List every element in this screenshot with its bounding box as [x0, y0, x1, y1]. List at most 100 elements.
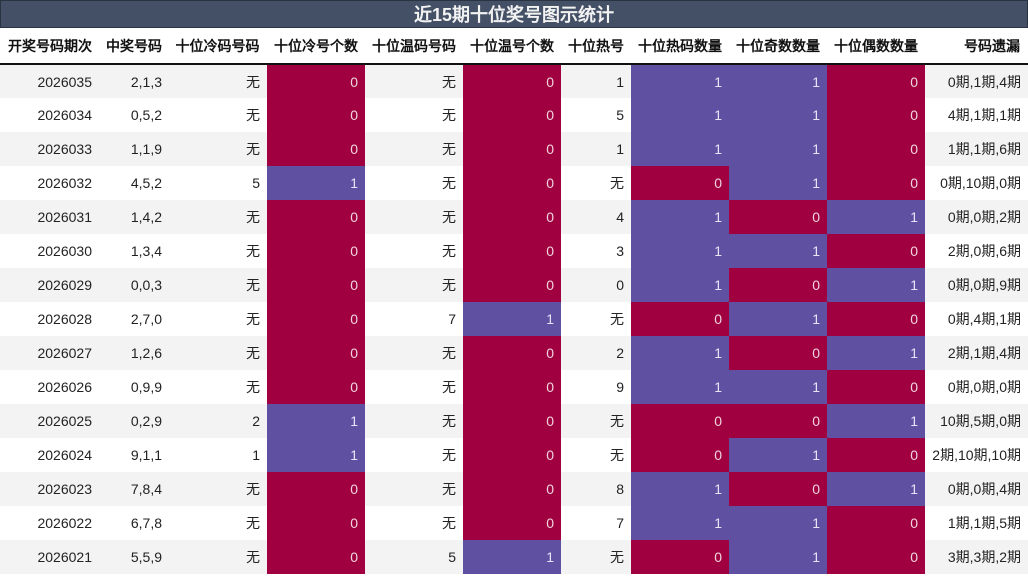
warm-number-cell: 无	[365, 268, 463, 302]
warm-number-cell: 无	[365, 370, 463, 404]
odd-count-cell: 1	[729, 234, 827, 268]
winning-number-cell: 9,1,1	[100, 438, 168, 472]
even-count-cell: 0	[827, 64, 925, 98]
col-header-cold-number: 十位冷码号码	[168, 28, 267, 65]
cold-number-cell: 1	[168, 438, 267, 472]
warm-count-cell: 1	[463, 302, 561, 336]
period-cell: 2026028	[0, 302, 100, 336]
col-header-hot-number: 十位热号	[561, 28, 631, 65]
cold-number-cell: 无	[168, 336, 267, 370]
hot-number-cell: 0	[561, 268, 631, 302]
cold-number-cell: 无	[168, 370, 267, 404]
period-cell: 2026030	[0, 234, 100, 268]
col-header-omission: 号码遗漏	[925, 28, 1028, 65]
cold-number-cell: 无	[168, 132, 267, 166]
stats-table: 开奖号码期次 中奖号码 十位冷码号码 十位冷号个数 十位温码号码 十位温号个数 …	[0, 28, 1028, 574]
table-row: 2026033 1,1,9 无 0 无 0 1 1 1 0 1期,1期,6期	[0, 132, 1028, 166]
warm-count-cell: 0	[463, 268, 561, 302]
period-cell: 2026021	[0, 540, 100, 574]
hot-count-cell: 1	[631, 132, 729, 166]
odd-count-cell: 0	[729, 200, 827, 234]
warm-number-cell: 无	[365, 200, 463, 234]
even-count-cell: 1	[827, 336, 925, 370]
winning-number-cell: 7,8,4	[100, 472, 168, 506]
hot-count-cell: 0	[631, 438, 729, 472]
even-count-cell: 0	[827, 98, 925, 132]
period-cell: 2026024	[0, 438, 100, 472]
table-row: 2026028 2,7,0 无 0 7 1 无 0 1 0 0期,4期,1期	[0, 302, 1028, 336]
table-row: 2026035 2,1,3 无 0 无 0 1 1 1 0 0期,1期,4期	[0, 64, 1028, 98]
table-row: 2026022 6,7,8 无 0 无 0 7 1 1 0 1期,1期,5期	[0, 506, 1028, 540]
odd-count-cell: 1	[729, 506, 827, 540]
hot-number-cell: 无	[561, 302, 631, 336]
col-header-winning-number: 中奖号码	[100, 28, 168, 65]
warm-number-cell: 7	[365, 302, 463, 336]
cold-number-cell: 无	[168, 98, 267, 132]
even-count-cell: 0	[827, 234, 925, 268]
even-count-cell: 1	[827, 268, 925, 302]
cold-number-cell: 无	[168, 302, 267, 336]
cold-number-cell: 2	[168, 404, 267, 438]
hot-number-cell: 7	[561, 506, 631, 540]
omission-cell: 1期,1期,6期	[925, 132, 1028, 166]
col-header-cold-count: 十位冷号个数	[267, 28, 365, 65]
hot-number-cell: 无	[561, 438, 631, 472]
even-count-cell: 0	[827, 302, 925, 336]
winning-number-cell: 2,1,3	[100, 64, 168, 98]
odd-count-cell: 0	[729, 472, 827, 506]
warm-count-cell: 1	[463, 540, 561, 574]
warm-number-cell: 无	[365, 98, 463, 132]
cold-number-cell: 无	[168, 234, 267, 268]
hot-number-cell: 5	[561, 98, 631, 132]
hot-count-cell: 0	[631, 540, 729, 574]
cold-count-cell: 0	[267, 540, 365, 574]
cold-number-cell: 无	[168, 200, 267, 234]
hot-count-cell: 0	[631, 166, 729, 200]
cold-count-cell: 0	[267, 200, 365, 234]
winning-number-cell: 0,0,3	[100, 268, 168, 302]
warm-count-cell: 0	[463, 200, 561, 234]
hot-number-cell: 2	[561, 336, 631, 370]
period-cell: 2026031	[0, 200, 100, 234]
odd-count-cell: 1	[729, 302, 827, 336]
period-cell: 2026032	[0, 166, 100, 200]
hot-number-cell: 8	[561, 472, 631, 506]
hot-number-cell: 3	[561, 234, 631, 268]
hot-count-cell: 1	[631, 506, 729, 540]
odd-count-cell: 1	[729, 370, 827, 404]
cold-count-cell: 1	[267, 166, 365, 200]
cold-count-cell: 0	[267, 98, 365, 132]
winning-number-cell: 1,3,4	[100, 234, 168, 268]
omission-cell: 0期,4期,1期	[925, 302, 1028, 336]
even-count-cell: 0	[827, 438, 925, 472]
warm-number-cell: 无	[365, 166, 463, 200]
period-cell: 2026033	[0, 132, 100, 166]
odd-count-cell: 1	[729, 98, 827, 132]
odd-count-cell: 1	[729, 64, 827, 98]
warm-number-cell: 无	[365, 234, 463, 268]
table-row: 2026024 9,1,1 1 1 无 0 无 0 1 0 2期,10期,10期	[0, 438, 1028, 472]
even-count-cell: 1	[827, 472, 925, 506]
table-row: 2026030 1,3,4 无 0 无 0 3 1 1 0 2期,0期,6期	[0, 234, 1028, 268]
hot-count-cell: 1	[631, 64, 729, 98]
hot-count-cell: 1	[631, 234, 729, 268]
winning-number-cell: 0,5,2	[100, 98, 168, 132]
header-row: 开奖号码期次 中奖号码 十位冷码号码 十位冷号个数 十位温码号码 十位温号个数 …	[0, 28, 1028, 65]
omission-cell: 0期,0期,4期	[925, 472, 1028, 506]
hot-number-cell: 4	[561, 200, 631, 234]
warm-count-cell: 0	[463, 438, 561, 472]
warm-count-cell: 0	[463, 166, 561, 200]
winning-number-cell: 4,5,2	[100, 166, 168, 200]
cold-count-cell: 1	[267, 404, 365, 438]
winning-number-cell: 1,2,6	[100, 336, 168, 370]
period-cell: 2026026	[0, 370, 100, 404]
omission-cell: 4期,1期,1期	[925, 98, 1028, 132]
hot-count-cell: 1	[631, 472, 729, 506]
warm-number-cell: 无	[365, 404, 463, 438]
cold-count-cell: 0	[267, 370, 365, 404]
cold-count-cell: 0	[267, 132, 365, 166]
omission-cell: 2期,1期,4期	[925, 336, 1028, 370]
hot-count-cell: 1	[631, 370, 729, 404]
col-header-odd-count: 十位奇数数量	[729, 28, 827, 65]
